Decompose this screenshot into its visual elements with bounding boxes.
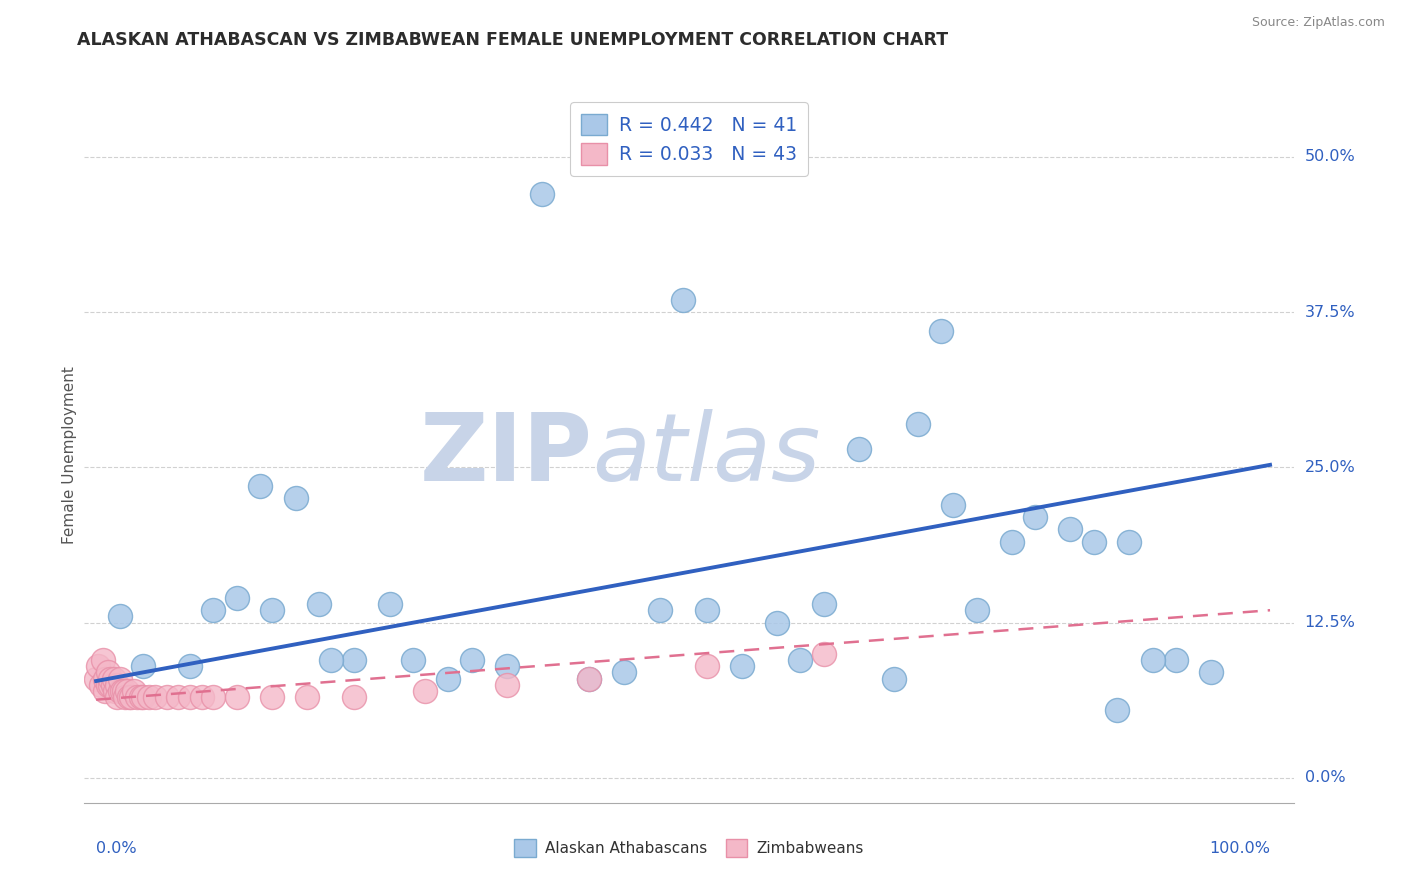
Point (578, 672, 600, 686)
Point (1083, 534, 1105, 549)
Point (966, 603, 988, 617)
Point (87, 659, 110, 673)
Point (648, 603, 671, 617)
Point (202, 690, 225, 705)
Point (413, 684, 436, 698)
Point (848, 442, 870, 456)
Point (789, 653, 811, 667)
Point (143, 690, 166, 705)
Point (112, 684, 135, 698)
Point (1166, 653, 1188, 667)
Point (120, 690, 142, 705)
Point (378, 597, 401, 611)
Text: 12.5%: 12.5% (1305, 615, 1355, 630)
Point (1201, 665, 1223, 680)
Point (132, 659, 155, 673)
Point (179, 659, 201, 673)
Point (696, 659, 718, 673)
Point (297, 690, 319, 705)
Text: 25.0%: 25.0% (1305, 460, 1355, 475)
Point (226, 690, 249, 705)
Point (931, 324, 953, 338)
Point (531, 187, 554, 202)
Point (731, 659, 754, 673)
Text: 0.0%: 0.0% (1305, 771, 1346, 786)
Point (179, 690, 201, 705)
Point (613, 665, 636, 680)
Point (167, 690, 190, 705)
Text: 0.0%: 0.0% (96, 841, 136, 856)
Y-axis label: Female Unemployment: Female Unemployment (62, 366, 77, 544)
Point (104, 684, 127, 698)
Point (578, 672, 600, 686)
Point (343, 690, 366, 705)
Point (496, 659, 519, 673)
Point (766, 615, 789, 630)
Point (672, 293, 695, 307)
Point (94, 684, 117, 698)
Text: 100.0%: 100.0% (1209, 841, 1270, 856)
Point (226, 591, 249, 605)
Point (461, 653, 484, 667)
Point (813, 597, 835, 611)
Point (111, 684, 134, 698)
Point (132, 690, 155, 705)
Point (813, 647, 835, 661)
Text: atlas: atlas (592, 409, 821, 500)
Point (101, 678, 124, 692)
Point (883, 672, 905, 686)
Point (155, 690, 177, 705)
Point (108, 672, 131, 686)
Legend: Alaskan Athabascans, Zimbabweans: Alaskan Athabascans, Zimbabweans (506, 832, 872, 864)
Point (122, 684, 145, 698)
Point (1118, 534, 1140, 549)
Point (138, 690, 160, 705)
Point (190, 690, 212, 705)
Point (84, 672, 107, 686)
Point (308, 597, 330, 611)
Point (284, 491, 307, 506)
Text: ALASKAN ATHABASCAN VS ZIMBABWEAN FEMALE UNEMPLOYMENT CORRELATION CHART: ALASKAN ATHABASCAN VS ZIMBABWEAN FEMALE … (77, 31, 949, 49)
Point (129, 690, 152, 705)
Point (696, 603, 718, 617)
Point (1059, 523, 1081, 537)
Point (1024, 510, 1046, 524)
Point (402, 653, 425, 667)
Point (262, 690, 284, 705)
Point (98, 672, 121, 686)
Point (1142, 653, 1164, 667)
Point (127, 690, 149, 705)
Point (97, 665, 120, 680)
Point (105, 678, 128, 692)
Point (108, 609, 131, 624)
Point (94, 672, 117, 686)
Point (202, 603, 225, 617)
Text: ZIP: ZIP (419, 409, 592, 501)
Point (98, 678, 121, 692)
Point (108, 684, 131, 698)
Point (97, 678, 120, 692)
Point (942, 498, 965, 512)
Point (319, 653, 342, 667)
Point (118, 690, 141, 705)
Point (90, 678, 112, 692)
Point (496, 678, 519, 692)
Point (115, 684, 138, 698)
Point (249, 479, 271, 493)
Point (343, 653, 366, 667)
Point (1107, 703, 1129, 717)
Point (103, 672, 125, 686)
Point (1001, 534, 1024, 549)
Point (262, 603, 284, 617)
Text: 50.0%: 50.0% (1305, 149, 1355, 164)
Point (105, 690, 128, 705)
Point (437, 672, 460, 686)
Point (907, 417, 929, 431)
Text: 37.5%: 37.5% (1305, 304, 1355, 319)
Point (114, 690, 136, 705)
Point (91, 653, 114, 667)
Text: Source: ZipAtlas.com: Source: ZipAtlas.com (1251, 16, 1385, 29)
